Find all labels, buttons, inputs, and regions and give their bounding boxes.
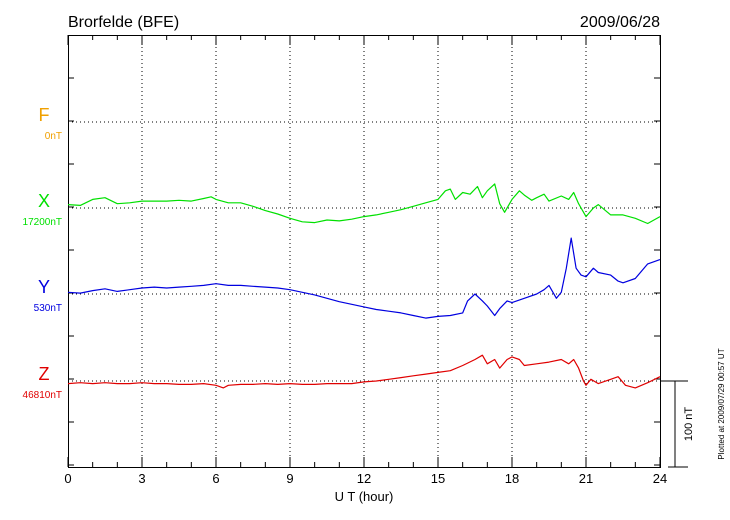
x-tick-label: 6 bbox=[212, 471, 219, 486]
channel-baseline-y: 530nT bbox=[34, 303, 62, 314]
x-tick-label: 12 bbox=[357, 471, 371, 486]
x-tick-label: 15 bbox=[431, 471, 445, 486]
channel-name-z: Z bbox=[39, 364, 50, 384]
channel-baseline-f: 0nT bbox=[45, 131, 62, 142]
x-tick-label: 9 bbox=[286, 471, 293, 486]
x-tick-label: 0 bbox=[64, 471, 71, 486]
plotted-at-note: Plotted at 2009/07/29 00:57 UT bbox=[717, 348, 726, 459]
series-line-x bbox=[67, 183, 661, 225]
channel-name-f: F bbox=[39, 105, 50, 125]
channel-name-y: Y bbox=[38, 277, 50, 297]
channel-baseline-z: 46810nT bbox=[23, 390, 62, 401]
channel-baseline-x: 17200nT bbox=[23, 217, 62, 228]
x-tick-label: 3 bbox=[138, 471, 145, 486]
scale-bar: 100 nT bbox=[660, 380, 695, 468]
x-axis-label: U T (hour) bbox=[335, 489, 394, 504]
date-label: 2009/06/28 bbox=[580, 14, 660, 31]
axis-ticks bbox=[67, 35, 661, 467]
series-line-y bbox=[67, 237, 661, 319]
x-tick-label: 18 bbox=[505, 471, 519, 486]
channel-labels: F 0nT X 17200nT Y 530nT Z 46810nT bbox=[23, 105, 62, 401]
scale-bar-label: 100 nT bbox=[683, 407, 695, 442]
x-tick-labels: 0 3 6 9 12 15 18 21 24 bbox=[64, 471, 667, 486]
x-tick-label: 21 bbox=[579, 471, 593, 486]
grid bbox=[68, 35, 660, 467]
series bbox=[67, 183, 661, 389]
series-line-z bbox=[67, 354, 661, 389]
station-title: Brorfelde (BFE) bbox=[68, 14, 179, 31]
channel-name-x: X bbox=[38, 191, 50, 211]
x-tick-label: 24 bbox=[653, 471, 667, 486]
